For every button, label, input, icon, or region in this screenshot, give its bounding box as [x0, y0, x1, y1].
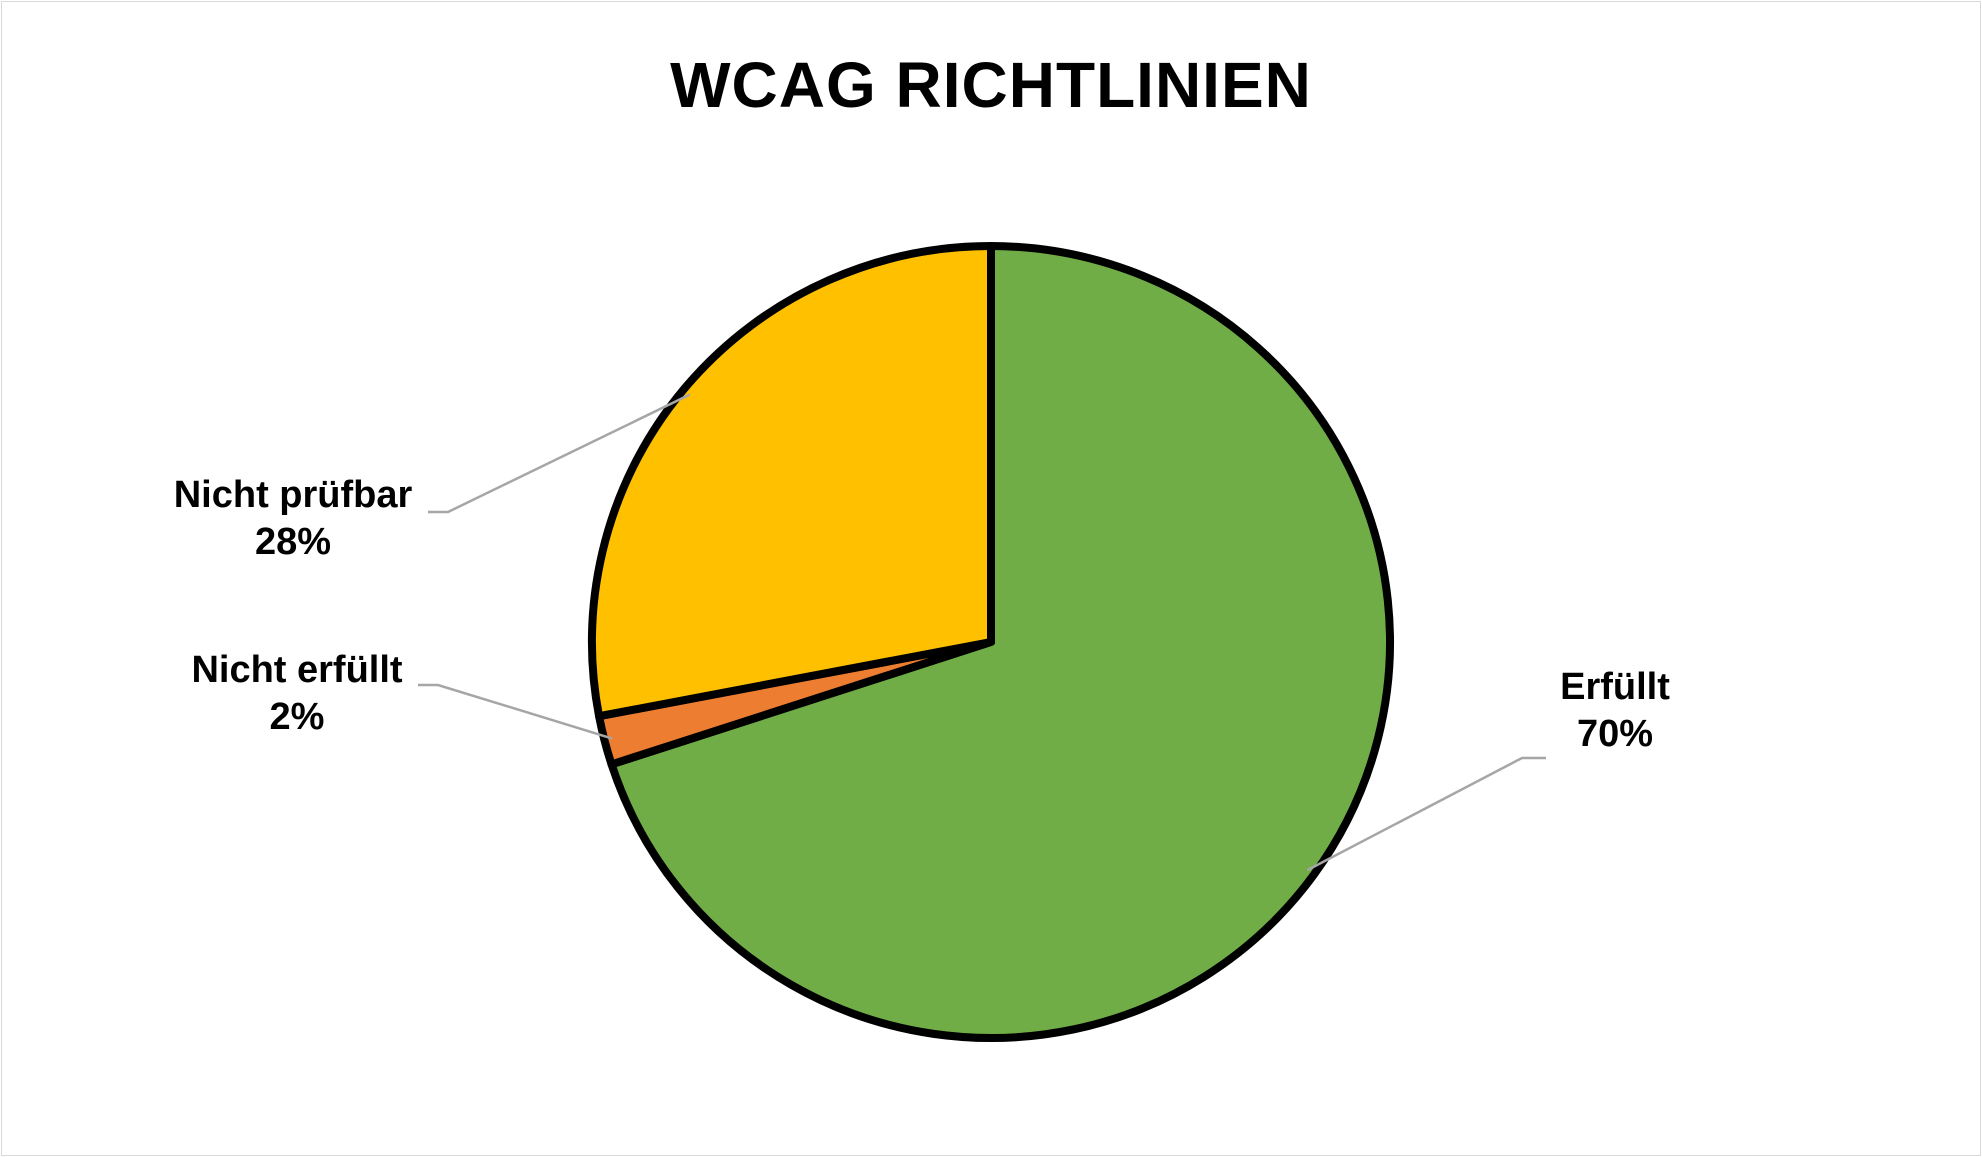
data-label-erfuellt: Erfüllt 70% [1560, 664, 1670, 758]
leader-line [1306, 756, 1546, 872]
slice-label: Nicht prüfbar [173, 474, 413, 516]
leader-line [418, 683, 613, 740]
slice-label: Erfüllt [1560, 666, 1670, 708]
slice-percent: 70% [1576, 713, 1654, 755]
pie-slice-nicht-pr-fbar [588, 242, 995, 721]
data-label-nicht-erfuellt: Nicht erfüllt 2% [191, 647, 402, 741]
data-label-nicht-pruefbar: Nicht prüfbar 28% [174, 472, 413, 566]
slice-label: Nicht erfüllt [191, 649, 403, 691]
leader-line [428, 393, 691, 514]
chart-title: WCAG RICHTLINIEN [670, 49, 1312, 121]
pie-slice-erf-llt [607, 242, 1394, 1042]
slice-percent: 2% [269, 696, 325, 738]
slice-percent: 28% [254, 521, 332, 563]
